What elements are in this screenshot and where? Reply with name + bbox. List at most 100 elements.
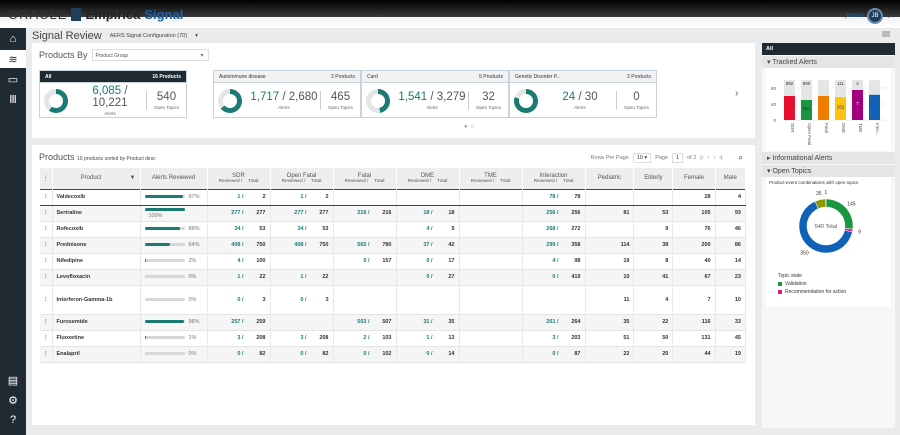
reviewed-value[interactable]: 0 / (552, 274, 559, 280)
avatar[interactable]: JB (866, 8, 883, 24)
table-row[interactable]: ⋮ Prednisone 64% 408 / 750 408 / 750 565 / 780 3… (40, 237, 747, 254)
reviewed-value[interactable]: 0 / (363, 351, 370, 357)
reviewed-value[interactable]: 0 / (300, 296, 307, 303)
reviewed-value[interactable]: 0 / (363, 258, 370, 264)
rows-per-page-select[interactable]: 10 ▾ (632, 153, 652, 163)
open-topics-toggle[interactable]: ▾ Open Topics (762, 165, 895, 177)
user-menu[interactable]: jbrown JB ▾ (845, 8, 890, 24)
reviewed-value[interactable]: 503 / (357, 319, 370, 325)
reviewed-value[interactable]: 1 / (237, 194, 244, 200)
product-name[interactable]: Valdecoxib (52, 188, 141, 206)
page-input[interactable]: 1 (672, 153, 684, 163)
reviewed-value[interactable]: 0 / (426, 351, 433, 357)
bar-Inter...[interactable] (869, 94, 880, 120)
bar-Fatal[interactable] (818, 96, 829, 120)
product-name[interactable]: Levofloxacin (52, 269, 141, 286)
bar-SDR[interactable] (784, 96, 795, 120)
table-row[interactable]: ⋮ Levofloxacin 0% 1 / 22 1 / 22 0 / 27 0 / 419 10 4… (40, 269, 747, 286)
table-row[interactable]: ⋮ Interferon-Gamma-1b 0% 0 / 3 0 / 3 11 4 7 10 (40, 285, 747, 315)
reviewed-value[interactable]: 408 / (294, 242, 307, 248)
legend-item[interactable]: Recommendation for action (778, 289, 891, 295)
row-menu-icon[interactable]: ⋮ (40, 314, 53, 331)
first-page-icon[interactable]: |‹ (700, 155, 704, 161)
reviewed-value[interactable]: 0 / (426, 258, 433, 264)
reviewed-value[interactable]: 1 / (300, 194, 307, 200)
row-menu-icon[interactable]: ⋮ (40, 330, 53, 347)
sort-desc-icon[interactable]: ▼ (129, 175, 136, 182)
informational-alerts-toggle[interactable]: ▸ Informational Alerts (762, 152, 895, 164)
product-name[interactable]: Nifedipine (52, 253, 141, 270)
row-menu-icon[interactable]: ⋮ (40, 221, 53, 238)
column-interaction[interactable]: Interaction Reviewed / Total (522, 168, 586, 189)
product-name[interactable]: Furosemide (52, 314, 141, 331)
home-icon[interactable]: ⌂ (9, 33, 17, 45)
table-row[interactable]: ⋮ Nifedipine 2% 4 /100 0 /157 0 /17 4 /98 19 8 4… (40, 253, 747, 270)
reviewed-value[interactable]: 78 / (549, 194, 559, 200)
reviewed-value[interactable]: 31 / (423, 319, 433, 325)
bar-Open Fatal[interactable] (801, 100, 812, 120)
help-icon[interactable]: ? (9, 414, 17, 426)
reviewed-value[interactable]: 34 / (297, 226, 307, 232)
reviewed-value[interactable]: 261 / (546, 319, 559, 325)
product-group-card[interactable]: All 16 Products 6,085 / 10,221 Alerts 540 O… (39, 70, 187, 118)
bar-TME[interactable] (852, 90, 863, 120)
reviewed-value[interactable]: 4 / (237, 258, 244, 264)
row-menu-icon[interactable]: ⋮ (40, 253, 53, 270)
table-row[interactable]: ⋮ Enalapril 0% 0 / 82 0 / 82 0 / 102 0 / 14 0 / 87 2… (40, 346, 747, 363)
column-menu-icon[interactable]: ⋮ (40, 168, 53, 189)
carousel-dots[interactable]: ●○ (464, 124, 478, 130)
reviewed-value[interactable]: 0 / (237, 296, 244, 303)
reviewed-value[interactable]: 277 / (294, 210, 307, 216)
reviewed-value[interactable]: 1 / (237, 274, 244, 280)
reviewed-value[interactable]: 1 / (426, 335, 433, 341)
last-page-icon[interactable]: ›| (719, 155, 723, 161)
row-menu-icon[interactable]: ⋮ (40, 285, 53, 315)
table-row[interactable]: ⋮ Rofecoxib 88% 34 / 53 34 / 53 4 / 5 268 / 272 9 7… (40, 221, 747, 238)
product-name[interactable]: Prednisone (52, 237, 141, 254)
table-row[interactable]: ⋮ Valdecoxib 97% 1 / 2 1 / 2 78 / 78 28 4 (40, 188, 747, 206)
column-alerts-reviewed[interactable]: Alerts Reviewed (140, 168, 208, 189)
reviewed-value[interactable]: 37 / (423, 242, 433, 248)
reviewed-value[interactable]: 256 / (546, 210, 559, 216)
table-row[interactable]: ⋮ Sertraline 100% 277 /277 277 /277 216 /216… (40, 205, 747, 222)
menu-icon[interactable] (882, 31, 890, 37)
column-male[interactable]: Male (715, 168, 747, 189)
reviewed-value[interactable]: 0 / (552, 351, 559, 357)
reviewed-value[interactable]: 0 / (237, 351, 244, 357)
legend-item[interactable]: Validation (778, 281, 891, 287)
reviewed-value[interactable]: 299 / (546, 242, 559, 248)
reviewed-value[interactable]: 4 / (552, 258, 559, 264)
tracked-alerts-toggle[interactable]: ▾ Tracked Alerts (762, 56, 895, 68)
search-icon[interactable]: ⌕ (738, 153, 743, 162)
reviewed-value[interactable]: 2 / (363, 335, 370, 341)
reviewed-value[interactable]: 268 / (546, 226, 559, 232)
chevron-right-icon[interactable]: › (735, 88, 739, 99)
table-row[interactable]: ⋮ Furosemide 98% 257 /259 503 /507 31 /35 261… (40, 314, 747, 331)
column-sdr[interactable]: SDR Reviewed / Total (207, 168, 271, 189)
row-menu-icon[interactable]: ⋮ (40, 205, 53, 222)
product-group-card[interactable]: Card 5 Products 1,541 / 3,279 Alerts 32 Ope… (361, 70, 509, 118)
products-by-select[interactable]: Product Group (91, 49, 209, 61)
next-page-icon[interactable]: › (713, 155, 716, 161)
column-dme[interactable]: DME Reviewed / Total (396, 168, 460, 189)
row-menu-icon[interactable]: ⋮ (40, 237, 53, 254)
row-menu-icon[interactable]: ⋮ (40, 188, 53, 206)
reviewed-value[interactable]: 4 / (426, 226, 433, 232)
column-open_fatal[interactable]: Open Fatal Reviewed / Total (270, 168, 334, 189)
reviewed-value[interactable]: 3 / (237, 335, 244, 341)
column-product[interactable]: Product ▼ (52, 168, 141, 189)
column-female[interactable]: Female (672, 168, 716, 189)
product-name[interactable]: Sertraline (52, 205, 141, 222)
column-pediatric[interactable]: Pediatric (585, 168, 635, 189)
reviewed-value[interactable]: 1 / (300, 274, 307, 280)
product-name[interactable]: Fluoxetine (52, 330, 141, 347)
chat-icon[interactable]: ▤ (7, 374, 19, 387)
reviewed-value[interactable]: 34 / (234, 226, 244, 232)
reviewed-value[interactable]: 3 / (552, 335, 559, 341)
prev-page-icon[interactable]: ‹ (707, 155, 710, 161)
table-row[interactable]: ⋮ Fluoxetine 1% 3 / 208 3 / 208 2 / 103 1 / 13 3 /… (40, 330, 747, 347)
reviewed-value[interactable]: 257 / (231, 319, 244, 325)
product-name[interactable]: Rofecoxib (52, 221, 141, 238)
settings-icon[interactable]: ⚙ (8, 394, 18, 407)
column-elderly[interactable]: Elderly (633, 168, 674, 189)
